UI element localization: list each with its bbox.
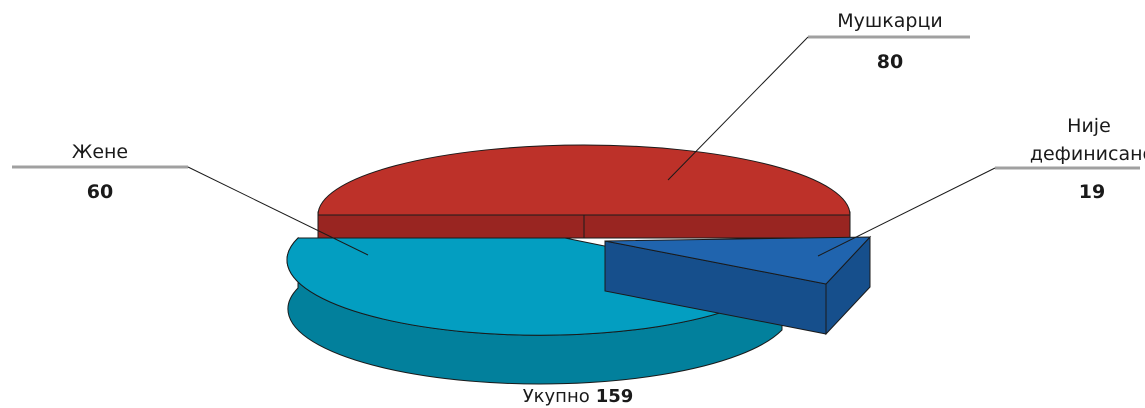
label-nije-definisano-leader [817,167,996,257]
pie-slice-muskarci-top [317,144,851,216]
label-muskarci: Мушкарци 80 [667,10,970,181]
label-zene: Жене 60 [12,141,369,256]
total-value: 159 [596,386,634,407]
label-nije-definisano-line-2: дефинисано [1030,143,1145,165]
label-zene-value: 60 [87,181,113,203]
label-zene-name: Жене [72,141,128,163]
label-muskarci-leader [667,36,809,181]
label-nije-definisano: Није дефинисано 19 [817,115,1145,257]
total-label-text: Укупно [523,386,590,407]
label-nije-definisano-line-1: Није [1067,115,1111,137]
label-muskarci-value: 80 [877,51,903,73]
pie-slice-nije-definisano-top [604,236,872,285]
label-nije-definisano-value: 19 [1079,181,1105,203]
pie-slice-muskarci-left-wall [317,214,585,239]
pie-slice-muskarci-right-wall [583,214,851,239]
label-muskarci-name: Мушкарци [837,10,942,32]
pie-slice-muskarci [317,144,851,239]
label-zene-leader [187,166,369,256]
pie-slice-nije-definisano [604,235,872,336]
total-label: Укупно 159 [523,386,634,407]
label-nije-definisano-name: Није дефинисано [1030,115,1145,165]
